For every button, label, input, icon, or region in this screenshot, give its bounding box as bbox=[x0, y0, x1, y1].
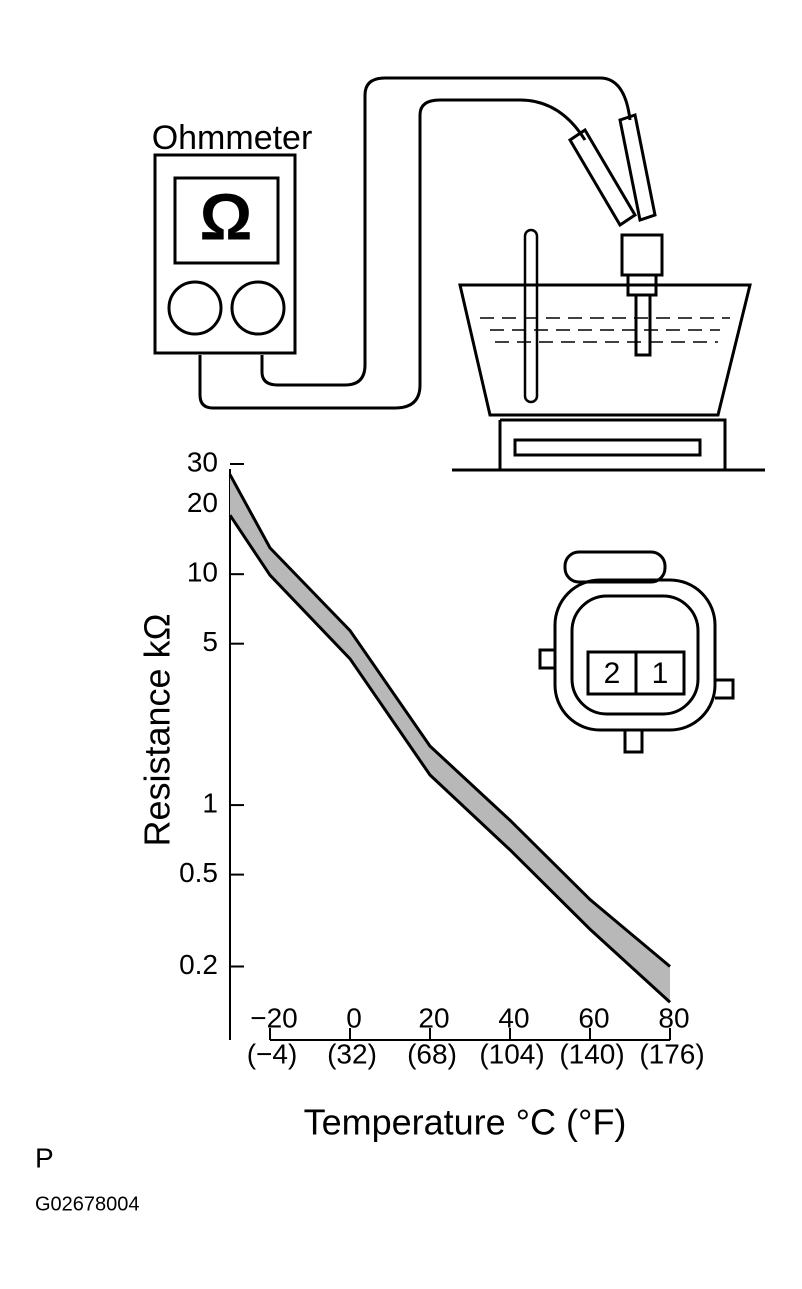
band-edge bbox=[228, 514, 672, 1004]
figure-code: G02678004 bbox=[35, 1193, 140, 1215]
illustration: Ohmmeter Ω 2 1 bbox=[152, 76, 765, 754]
x-tick-sublabel: (68) bbox=[407, 1038, 457, 1069]
wire bbox=[198, 98, 587, 410]
ohmmeter-knob bbox=[167, 280, 223, 336]
beaker bbox=[458, 283, 752, 417]
ohmmeter-display bbox=[173, 176, 280, 265]
x-tick-label: −20 bbox=[250, 1002, 298, 1033]
x-tick-label: 60 bbox=[578, 1002, 609, 1033]
x-tick-sublabel: (140) bbox=[559, 1038, 624, 1069]
ohmmeter-body bbox=[153, 153, 297, 355]
y-tick-label: 5 bbox=[202, 626, 218, 657]
pin-label: 2 bbox=[604, 657, 621, 690]
connector-latch bbox=[563, 550, 667, 584]
x-axis-label: Temperature °C (°F) bbox=[304, 1102, 627, 1143]
y-tick-label: 0.5 bbox=[179, 857, 218, 888]
x-tick-sublabel: (−4) bbox=[247, 1038, 298, 1069]
wire bbox=[260, 76, 632, 387]
sensor bbox=[620, 233, 664, 357]
y-tick-label: 1 bbox=[202, 787, 218, 818]
y-axis-label: Resistance kΩ bbox=[137, 614, 178, 847]
band-edge bbox=[228, 473, 671, 968]
x-tick-label: 20 bbox=[418, 1002, 449, 1033]
y-tick-label: 10 bbox=[187, 557, 218, 588]
connector-inner bbox=[570, 594, 700, 716]
ohmmeter-knob bbox=[230, 280, 286, 336]
y-tick-label: 0.2 bbox=[179, 949, 218, 980]
footer-letter: P bbox=[35, 1142, 54, 1173]
x-tick-label: 0 bbox=[346, 1002, 362, 1033]
connector-body bbox=[553, 578, 717, 732]
probes bbox=[567, 113, 657, 228]
x-tick-sublabel: (176) bbox=[639, 1038, 704, 1069]
water bbox=[480, 317, 730, 343]
thermometer bbox=[523, 228, 539, 404]
connector-tabs bbox=[538, 648, 735, 754]
x-tick-sublabel: (32) bbox=[327, 1038, 377, 1069]
meter-label: Ohmmeter bbox=[152, 119, 313, 157]
band-fill bbox=[230, 474, 670, 1003]
burner bbox=[452, 418, 765, 472]
y-tick-label: 30 bbox=[187, 446, 218, 477]
x-tick-label: 40 bbox=[498, 1002, 529, 1033]
y-tick-label: 20 bbox=[187, 487, 218, 518]
pin-label: 1 bbox=[652, 657, 669, 690]
meter-symbol: Ω bbox=[200, 179, 253, 253]
x-tick-label: 80 bbox=[658, 1002, 689, 1033]
x-tick-sublabel: (104) bbox=[479, 1038, 544, 1069]
